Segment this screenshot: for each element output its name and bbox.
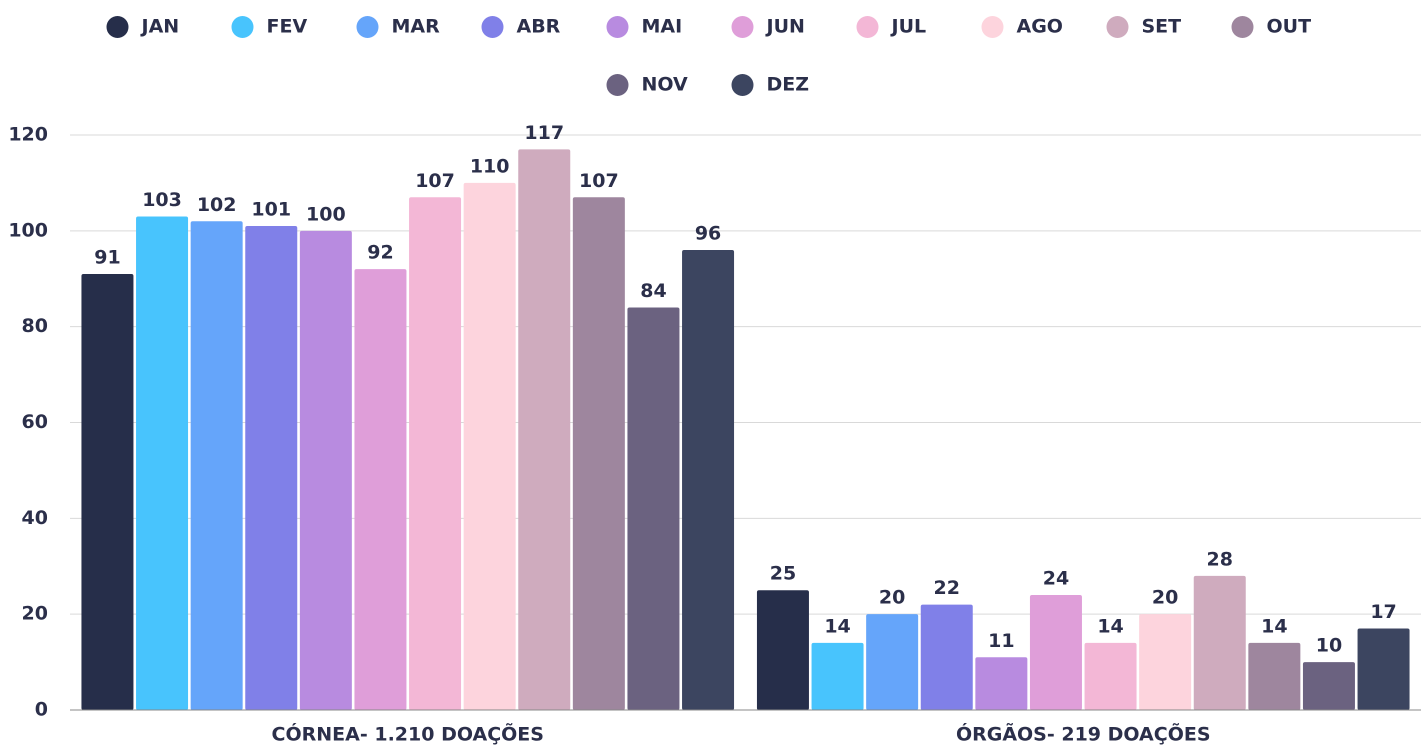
legend-marker [1231, 16, 1254, 38]
bar [1139, 614, 1192, 710]
bar [409, 197, 462, 710]
y-tick-label: 20 [22, 603, 48, 625]
bar [572, 197, 625, 710]
legend-label: JUL [890, 16, 927, 38]
value-label: 10 [1316, 635, 1342, 657]
legend-marker [606, 16, 629, 38]
legend-marker [731, 74, 754, 96]
bar [136, 216, 189, 711]
legend-label: OUT [1267, 16, 1312, 38]
legend-marker [356, 16, 379, 38]
bar [866, 614, 919, 710]
bar [1248, 642, 1301, 710]
value-label: 14 [824, 615, 850, 637]
bar [1029, 595, 1082, 710]
value-label: 84 [640, 280, 666, 302]
legend-label: MAI [642, 16, 683, 38]
bar [1302, 662, 1355, 710]
bar [1193, 575, 1246, 710]
legend-marker [1106, 16, 1129, 38]
bar [756, 590, 809, 710]
bar [627, 307, 680, 710]
bar [811, 642, 864, 710]
bar [1357, 628, 1410, 710]
value-label: 100 [306, 203, 346, 225]
value-label: 110 [470, 155, 510, 177]
value-label: 24 [1043, 568, 1069, 590]
legend-label: DEZ [767, 74, 810, 96]
value-label: 22 [934, 577, 960, 599]
y-tick-label: 80 [22, 315, 48, 337]
legend-label: JAN [140, 16, 180, 38]
value-label: 28 [1207, 548, 1233, 570]
legend-label: NOV [642, 74, 689, 96]
legend-marker [231, 16, 254, 38]
bar [81, 273, 134, 710]
legend-label: SET [1142, 16, 1182, 38]
legend-marker [106, 16, 129, 38]
value-label: 25 [770, 563, 796, 585]
bar [190, 221, 243, 710]
legend-marker [481, 16, 504, 38]
legend-marker [856, 16, 879, 38]
value-label: 96 [695, 223, 721, 245]
value-label: 102 [197, 194, 237, 216]
value-label: 103 [142, 189, 182, 211]
bar [682, 250, 735, 710]
value-label: 107 [415, 170, 455, 192]
bar [518, 149, 571, 710]
bar [354, 269, 407, 710]
value-label: 117 [524, 122, 564, 144]
value-label: 101 [251, 199, 291, 221]
legend-marker [981, 16, 1004, 38]
value-label: 17 [1370, 601, 1396, 623]
value-label: 92 [367, 242, 393, 264]
x-tick-label: CÓRNEA- 1.210 DOAÇÕES [272, 722, 544, 746]
legend-marker [606, 74, 629, 96]
bar [299, 230, 352, 711]
y-tick-label: 40 [22, 507, 48, 529]
x-tick-label: ÓRGÃOS- 219 DOAÇÕES [956, 722, 1211, 746]
legend-label: JUN [765, 16, 805, 38]
legend-label: ABR [517, 16, 561, 38]
value-label: 107 [579, 170, 619, 192]
value-label: 14 [1097, 615, 1123, 637]
bar [920, 604, 973, 710]
legend-marker [731, 16, 754, 38]
value-label: 11 [988, 630, 1014, 652]
value-label: 20 [879, 587, 905, 609]
y-tick-label: 60 [22, 411, 48, 433]
y-tick-label: 0 [35, 699, 48, 721]
y-tick-label: 100 [8, 219, 48, 241]
bar [975, 657, 1028, 710]
legend-label: MAR [392, 16, 441, 38]
bar [1084, 642, 1137, 710]
legend-label: FEV [267, 16, 308, 38]
y-tick-label: 120 [8, 124, 48, 146]
bar [463, 182, 516, 710]
value-label: 20 [1152, 587, 1178, 609]
legend-label: AGO [1017, 16, 1063, 38]
value-label: 14 [1261, 615, 1287, 637]
bar [245, 226, 298, 710]
value-label: 91 [94, 246, 120, 268]
